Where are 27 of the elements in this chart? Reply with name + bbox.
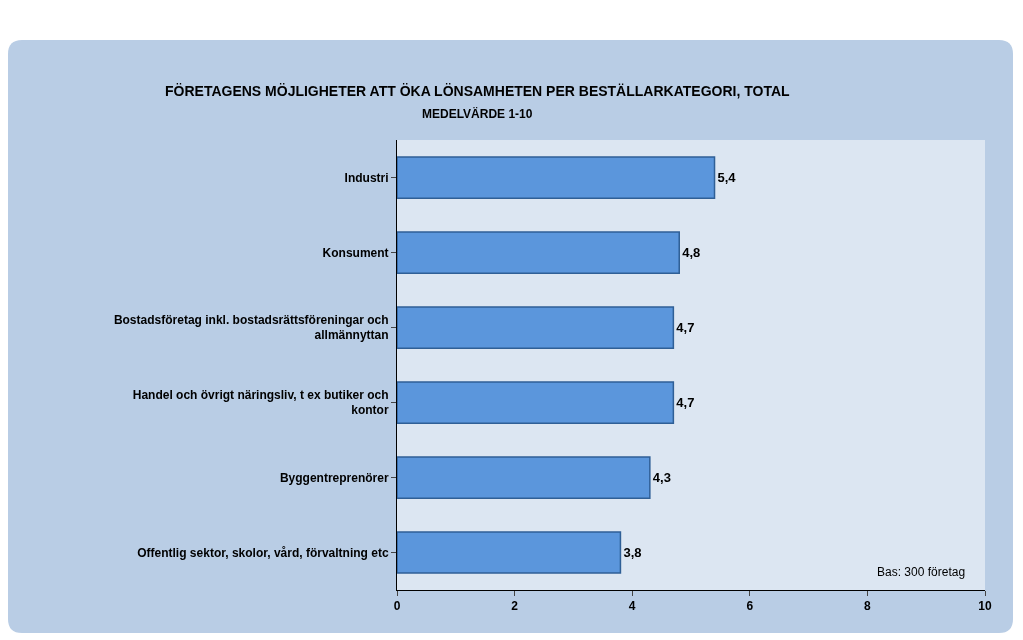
chart-subtitle: MEDELVÄRDE 1-10 [422, 106, 533, 121]
bar [397, 531, 622, 574]
bar [397, 456, 651, 499]
y-tick-label: Byggentreprenörer [279, 470, 389, 485]
bar [397, 231, 680, 274]
data-label: 3,8 [623, 545, 642, 560]
y-tick-label: Industri [344, 170, 389, 185]
x-tick-label: 6 [746, 599, 754, 614]
data-label: 4,8 [682, 245, 701, 261]
x-tick-label: 0 [393, 599, 401, 614]
bar [397, 381, 675, 424]
data-label: 4,3 [652, 470, 671, 486]
y-tick-label: Konsument [322, 245, 389, 260]
y-tick-label: Bostadsföretag inkl. bostadsrättsföreningar och allmännyttan [113, 312, 389, 343]
x-tick-label: 8 [864, 599, 872, 614]
bar [397, 156, 716, 199]
data-label: 4,7 [676, 320, 695, 336]
y-tick-label: Offentlig sektor, skolor, vård, förvaltning etc [137, 545, 389, 560]
data-label: 5,4 [717, 170, 737, 186]
data-label: 4,7 [676, 395, 695, 411]
x-tick-label: 2 [511, 599, 519, 614]
annotation: Bas: 300 företag [877, 565, 966, 579]
x-tick-label: 10 [978, 599, 992, 614]
chart-title: FÖRETAGENS MÖJLIGHETER ATT ÖKA LÖNSAMHETEN PER BESTÄLLARKATEGORI, TOTAL [165, 83, 790, 99]
bar [397, 306, 675, 349]
x-tick-label: 4 [628, 599, 636, 614]
y-tick-label: Handel och övrigt näringsliv, t ex butiker och kontor [132, 387, 389, 418]
